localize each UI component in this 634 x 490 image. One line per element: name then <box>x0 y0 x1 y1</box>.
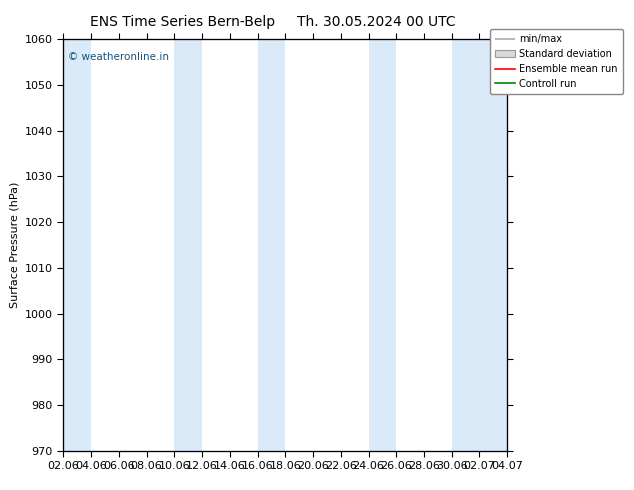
Bar <box>451 39 479 451</box>
Y-axis label: Surface Pressure (hPa): Surface Pressure (hPa) <box>10 182 19 308</box>
Bar <box>257 39 285 451</box>
Bar <box>63 39 91 451</box>
Text: ENS Time Series Bern-Belp     Th. 30.05.2024 00 UTC: ENS Time Series Bern-Belp Th. 30.05.2024… <box>90 15 455 29</box>
Legend: min/max, Standard deviation, Ensemble mean run, Controll run: min/max, Standard deviation, Ensemble me… <box>490 29 623 94</box>
Bar <box>174 39 202 451</box>
Text: © weatheronline.in: © weatheronline.in <box>68 51 169 62</box>
Bar <box>479 39 507 451</box>
Bar <box>368 39 396 451</box>
